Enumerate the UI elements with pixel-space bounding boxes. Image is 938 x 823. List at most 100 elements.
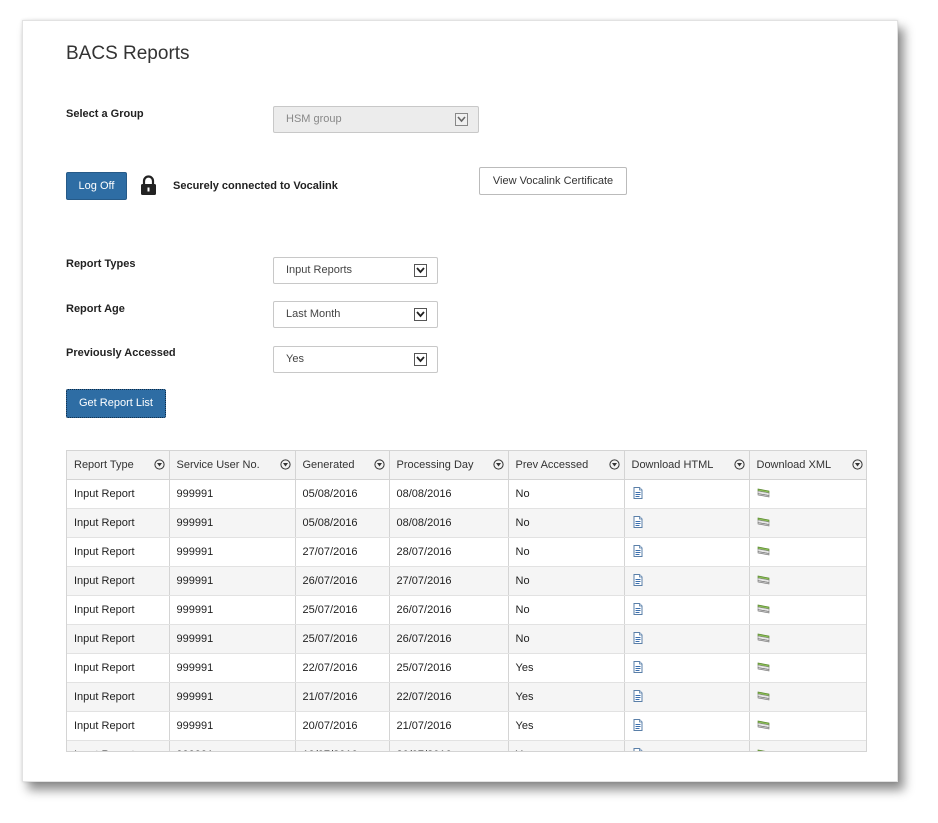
service-user-cell: 999991 xyxy=(169,479,296,509)
download-html-cell xyxy=(624,682,750,712)
generated-cell: 25/07/2016 xyxy=(295,595,390,625)
report-types-label: Report Types xyxy=(66,258,136,270)
xml-document-icon[interactable] xyxy=(757,516,770,530)
chevron-down-icon xyxy=(455,113,468,126)
generated-cell: 21/07/2016 xyxy=(295,682,390,712)
html-document-icon[interactable] xyxy=(633,660,643,676)
processing-day-cell: 26/07/2016 xyxy=(389,624,509,654)
service-user-cell: 999991 xyxy=(169,508,296,538)
prev-accessed-cell: No xyxy=(508,566,625,596)
column-filter-icon[interactable] xyxy=(279,459,291,473)
xml-document-icon[interactable] xyxy=(757,545,770,559)
generated-cell: 25/07/2016 xyxy=(295,624,390,654)
get-report-list-button[interactable]: Get Report List xyxy=(66,389,166,418)
report-type-cell: Input Report xyxy=(67,508,170,538)
previously-accessed-select[interactable]: Yes xyxy=(273,346,438,373)
xml-document-icon[interactable] xyxy=(757,603,770,617)
html-document-icon[interactable] xyxy=(633,631,643,647)
xml-document-icon[interactable] xyxy=(757,690,770,704)
download-html-cell xyxy=(624,537,750,567)
group-select[interactable]: HSM group xyxy=(273,106,479,133)
table-row: Input Report 999991 26/07/2016 27/07/2016 No xyxy=(67,566,866,596)
html-document-icon[interactable] xyxy=(633,718,643,734)
column-filter-icon[interactable] xyxy=(733,459,745,473)
html-document-icon[interactable] xyxy=(633,689,643,705)
xml-document-icon[interactable] xyxy=(757,719,770,733)
html-document-icon[interactable] xyxy=(633,602,643,618)
table-row: Input Report 999991 05/08/2016 08/08/2016 No xyxy=(67,479,866,509)
table-row: Input Report99999119/07/201620/07/2016Ye… xyxy=(67,740,866,751)
download-html-cell xyxy=(624,479,750,509)
report-type-cell: Input Report xyxy=(67,566,170,596)
download-xml-cell xyxy=(749,740,866,751)
column-header-label: Service User No. xyxy=(176,459,260,471)
report-type-cell: Input Report xyxy=(67,479,170,509)
xml-document-icon[interactable] xyxy=(757,487,770,501)
column-header[interactable]: Download HTML xyxy=(624,451,750,480)
html-document-icon[interactable] xyxy=(633,544,643,560)
table-row: Input Report 999991 25/07/2016 26/07/2016 No xyxy=(67,595,866,625)
download-xml-cell xyxy=(749,479,866,509)
column-filter-icon[interactable] xyxy=(153,459,165,473)
chevron-down-icon xyxy=(414,264,427,277)
column-header[interactable]: Generated xyxy=(295,451,390,480)
column-filter-icon[interactable] xyxy=(373,459,385,473)
report-types-select[interactable]: Input Reports xyxy=(273,257,438,284)
column-header[interactable]: Service User No. xyxy=(169,451,296,480)
processing-day-cell: 08/08/2016 xyxy=(389,508,509,538)
html-document-icon[interactable] xyxy=(633,573,643,589)
processing-day-cell: 08/08/2016 xyxy=(389,479,509,509)
html-document-icon[interactable] xyxy=(633,515,643,531)
table-row: Input Report 999991 05/08/2016 08/08/2016 No xyxy=(67,508,866,538)
download-html-cell xyxy=(624,508,750,538)
report-age-value: Last Month xyxy=(286,308,341,320)
generated-cell: 05/08/2016 xyxy=(295,508,390,538)
html-document-icon[interactable] xyxy=(633,747,643,751)
xml-document-icon[interactable] xyxy=(757,748,770,751)
generated-cell: 05/08/2016 xyxy=(295,479,390,509)
view-certificate-button[interactable]: View Vocalink Certificate xyxy=(479,167,627,195)
prev-accessed-cell: Yes xyxy=(508,740,625,751)
prev-accessed-cell: No xyxy=(508,624,625,654)
report-types-value: Input Reports xyxy=(286,264,353,276)
prev-accessed-cell: Yes xyxy=(508,711,625,741)
report-age-select[interactable]: Last Month xyxy=(273,301,438,328)
report-type-cell: Input Report xyxy=(67,740,170,751)
service-user-cell: 999991 xyxy=(169,566,296,596)
column-header[interactable]: Download XML xyxy=(749,451,866,480)
download-xml-cell xyxy=(749,537,866,567)
column-filter-icon[interactable] xyxy=(492,459,504,473)
table-row: Input Report 999991 22/07/2016 25/07/2016 Ye… xyxy=(67,653,866,683)
column-header[interactable]: Processing Day xyxy=(389,451,509,480)
processing-day-cell: 25/07/2016 xyxy=(389,653,509,683)
column-header-label: Processing Day xyxy=(396,459,474,471)
report-type-cell: Input Report xyxy=(67,682,170,712)
service-user-cell: 999991 xyxy=(169,653,296,683)
table-row: Input Report 999991 27/07/2016 28/07/2016 No xyxy=(67,537,866,567)
xml-document-icon[interactable] xyxy=(757,661,770,675)
xml-document-icon[interactable] xyxy=(757,574,770,588)
log-off-button[interactable]: Log Off xyxy=(66,172,127,200)
html-document-icon[interactable] xyxy=(633,486,643,502)
generated-cell: 19/07/2016 xyxy=(295,740,390,751)
table-body: Input Report 999991 05/08/2016 08/08/2016 No… xyxy=(67,479,866,751)
processing-day-cell: 27/07/2016 xyxy=(389,566,509,596)
column-header[interactable]: Prev Accessed xyxy=(508,451,625,480)
service-user-cell: 999991 xyxy=(169,740,296,751)
report-age-label: Report Age xyxy=(66,303,125,315)
download-html-cell xyxy=(624,595,750,625)
column-filter-icon[interactable] xyxy=(608,459,620,473)
column-filter-icon[interactable] xyxy=(852,459,863,473)
prev-accessed-cell: No xyxy=(508,537,625,567)
xml-document-icon[interactable] xyxy=(757,632,770,646)
column-header-label: Download XML xyxy=(756,459,832,471)
download-xml-cell xyxy=(749,682,866,712)
column-header[interactable]: Report Type xyxy=(67,451,170,480)
table-header-row: Report Type Service User No. Generated Proc… xyxy=(67,451,866,480)
service-user-cell: 999991 xyxy=(169,624,296,654)
report-table: Report Type Service User No. Generated Proc… xyxy=(66,450,867,752)
service-user-cell: 999991 xyxy=(169,711,296,741)
report-type-cell: Input Report xyxy=(67,595,170,625)
column-header-label: Generated xyxy=(302,459,355,471)
page-title: BACS Reports xyxy=(66,43,190,64)
